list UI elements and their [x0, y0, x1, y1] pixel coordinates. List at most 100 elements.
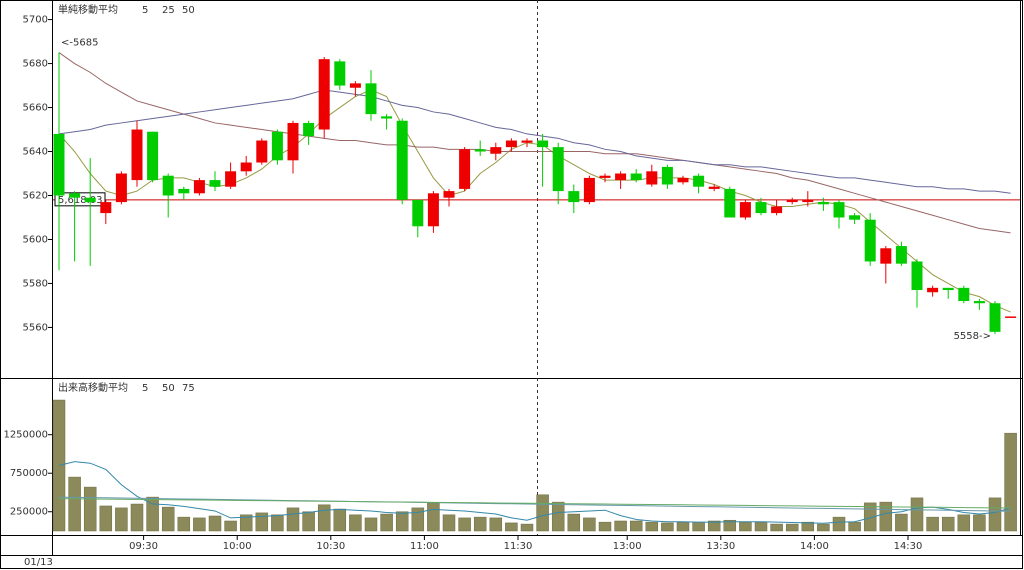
x-tick-label: 10:00 — [223, 541, 252, 552]
volume-bar — [380, 513, 393, 532]
candle-body — [147, 131, 159, 181]
volume-bar — [957, 514, 971, 532]
volume-bar — [973, 514, 986, 532]
candle-body — [443, 191, 455, 198]
candle-body — [53, 133, 65, 196]
candle-body — [381, 116, 393, 119]
candle-body — [521, 140, 533, 143]
volume-bar — [1004, 432, 1017, 532]
volume-bar — [895, 513, 908, 532]
volume-bar — [489, 517, 503, 532]
volume-bar — [645, 521, 659, 532]
candle-body — [318, 59, 330, 130]
volume-bar — [130, 503, 144, 532]
candle-body — [131, 129, 143, 181]
volume-bar — [427, 502, 440, 532]
y-tick-label: 5700 — [23, 15, 48, 26]
legend-title: 出来高移動平均 — [58, 381, 128, 394]
volume-bar — [707, 520, 721, 532]
volume-bar — [583, 517, 596, 532]
candle-body — [599, 175, 611, 178]
volume-bar — [115, 507, 128, 532]
candle-body — [459, 149, 471, 189]
volume-bar — [395, 511, 409, 532]
candle-body — [412, 199, 424, 227]
candle-body — [334, 61, 346, 86]
volume-bar — [520, 523, 534, 532]
candle-body — [755, 202, 767, 214]
y-tick-label: 250000 — [10, 507, 48, 518]
candle-body — [552, 147, 564, 192]
legend-entry: 5 — [142, 5, 148, 16]
candle-body — [100, 202, 112, 214]
volume-bar — [458, 517, 471, 532]
candle-body — [739, 202, 751, 218]
volume-bar — [723, 519, 737, 532]
volume-bar — [863, 502, 877, 532]
volume-bar — [271, 514, 284, 532]
volume-bar — [614, 520, 627, 532]
volume-bar — [567, 513, 581, 532]
volume-bar — [146, 496, 159, 532]
candle-body — [115, 173, 127, 203]
x-tick-label: 14:00 — [800, 541, 829, 552]
candle-body — [365, 83, 377, 115]
candle-body — [84, 197, 96, 203]
candle-body — [864, 219, 876, 262]
volume-bar — [785, 523, 799, 532]
x-tick-label: 13:00 — [613, 541, 642, 552]
candle-body — [849, 215, 861, 220]
y-tick-label: 5560 — [23, 322, 48, 333]
candle-body — [537, 140, 549, 148]
volume-bar — [317, 504, 331, 532]
moving-average-line — [58, 498, 1011, 509]
legend-entry: 50 — [182, 5, 195, 16]
volume-bar — [754, 521, 768, 532]
candle-body — [802, 199, 814, 203]
volume-bar — [68, 476, 81, 532]
moving-average-line — [58, 89, 1011, 194]
volume-bar — [848, 521, 861, 532]
volume-bar — [926, 516, 939, 532]
volume-bar — [364, 517, 378, 532]
candle-body — [942, 287, 954, 291]
candle-body — [396, 120, 408, 200]
legend-entry: 5 — [142, 383, 148, 394]
volume-bar — [598, 521, 612, 532]
candle-body — [677, 177, 689, 183]
volume-bar — [224, 520, 237, 532]
candle-body — [427, 193, 439, 227]
candle-body — [349, 83, 361, 88]
candle-body — [786, 199, 798, 203]
volume-bar — [349, 514, 362, 532]
volume-bar — [442, 514, 456, 532]
y-tick-label: 1250000 — [3, 430, 48, 441]
candle-body — [256, 140, 268, 163]
candle-body — [646, 171, 658, 185]
volume-bar — [988, 497, 1002, 532]
candle-body — [895, 246, 907, 264]
candle-body — [817, 202, 829, 205]
candle-body — [708, 186, 720, 189]
volume-bar — [99, 505, 113, 532]
y-tick-label: 5620 — [23, 190, 48, 201]
volume-bar — [832, 516, 846, 532]
volume-bar — [193, 517, 206, 532]
candle-body — [162, 175, 174, 196]
candle-body — [958, 287, 970, 302]
candle-body — [1005, 316, 1017, 318]
moving-average-line — [58, 89, 1011, 313]
candle-body — [287, 122, 299, 161]
candle-body — [833, 202, 845, 218]
legend-entry: 50 — [162, 383, 175, 394]
candle-body — [240, 162, 252, 172]
candle-body — [989, 303, 1001, 332]
volume-bar — [505, 522, 518, 532]
candle-body — [615, 173, 627, 181]
candle-body — [490, 147, 502, 154]
candle-body — [661, 166, 673, 185]
volume-bar — [473, 516, 487, 532]
low-annotation: 5558-> — [954, 331, 991, 342]
candle-body — [271, 131, 283, 161]
candle-body — [69, 193, 81, 198]
